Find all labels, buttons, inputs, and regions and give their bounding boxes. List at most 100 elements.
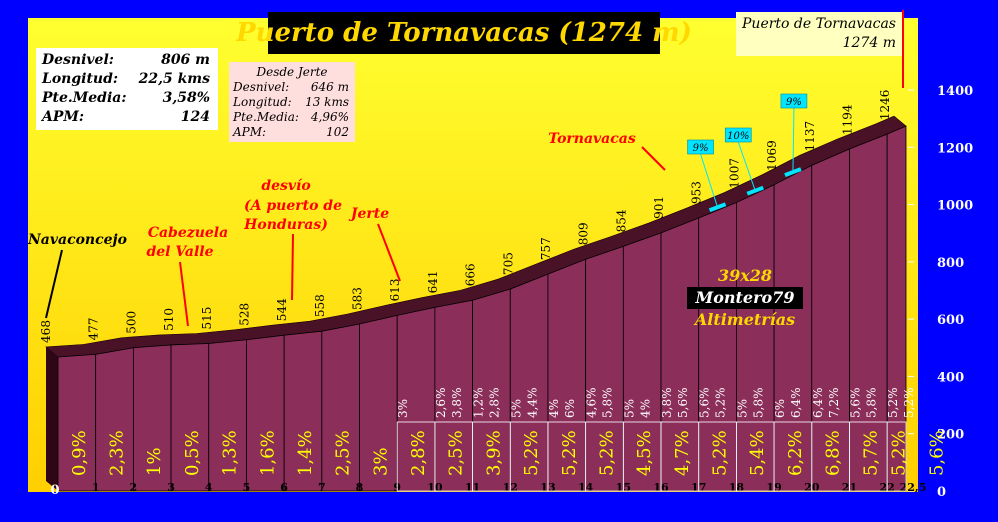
- sub-gradient-label: 2,6%: [434, 388, 448, 419]
- annotation-label: Navaconcejo: [27, 232, 127, 248]
- annotation-label: Jerte: [348, 206, 389, 222]
- elevation-label: 515: [200, 307, 214, 330]
- profile-area: [45, 115, 907, 492]
- km-gradient-label: 5,2%: [596, 430, 617, 476]
- km-gradient-label: 3%: [370, 447, 391, 476]
- stat-value: 22,5 kms: [138, 71, 210, 87]
- stat-label: Desnivel:: [42, 52, 114, 68]
- sub-gradient-label: 5%: [509, 399, 523, 418]
- y-tick-label: 1200: [937, 141, 973, 156]
- stat-label: Pte.Media:: [233, 110, 299, 124]
- jerte-stats-box: Desde Jerte Desnivel: 646 m Longitud: 13 k…: [229, 62, 355, 142]
- km-gradient-label: 1,4%: [295, 430, 316, 476]
- x-tick-label: 7: [318, 481, 326, 494]
- stat-value: 124: [180, 109, 210, 125]
- peak-altitude: 1274 m: [842, 35, 896, 51]
- stat-value: 102: [326, 125, 349, 139]
- km-gradient-label: 2,3%: [107, 430, 128, 476]
- elevation-label: 558: [313, 294, 327, 317]
- stat-value: 13 kms: [305, 95, 349, 109]
- y-tick-label: 1000: [937, 199, 973, 214]
- elevation-label: 1194: [840, 104, 854, 135]
- sub-gradient-label: 1,2%: [472, 388, 486, 418]
- chart-title: Puerto de Tornavacas (1274 m): [236, 12, 692, 54]
- elevation-label: 528: [237, 303, 251, 326]
- sub-gradient-label: 6%: [563, 399, 577, 418]
- sub-gradient-label: 4%: [638, 399, 652, 418]
- sub-gradient-label: 5,2%: [886, 388, 900, 419]
- elevation-label: 809: [577, 222, 591, 245]
- km-gradient-label: 4,5%: [634, 430, 655, 476]
- x-tick-label: 22,5: [900, 481, 927, 494]
- annotation-leader: [291, 233, 294, 301]
- km-gradient-label: 2,8%: [408, 430, 429, 476]
- annotation-label: Honduras): [243, 217, 328, 233]
- elevation-label: 1137: [803, 121, 817, 152]
- peak-gradient-label: 10%: [727, 131, 749, 142]
- peak-gradient-label: 9%: [693, 143, 709, 154]
- sub-gradient-label: 2,8%: [488, 388, 502, 418]
- x-tick-label: 6: [280, 481, 288, 494]
- elevation-label: 1007: [727, 158, 741, 189]
- km-gradient-label: 5,2%: [710, 430, 731, 476]
- peak-gradient-box: [724, 127, 752, 143]
- peak-gradient-box: [687, 139, 714, 155]
- peak-name: Puerto de Tornavacas: [742, 16, 896, 32]
- y-tick-label: 200: [937, 428, 964, 443]
- elevation-label: 500: [124, 311, 138, 334]
- sub-gradient-label: 3%: [396, 399, 410, 418]
- peak-gradient-leader: [737, 141, 756, 191]
- stat-label: Pte.Media:: [42, 90, 127, 106]
- x-tick-label: 2: [130, 481, 138, 494]
- sub-gradient-label: 5,6%: [698, 388, 712, 419]
- peak-gradient-label: 9%: [786, 97, 802, 108]
- credit-block: 39x28 Montero79 Altimetrías: [665, 266, 825, 329]
- elevation-label: 544: [275, 298, 289, 321]
- elevation-label: 901: [652, 196, 666, 219]
- elevation-label: 757: [539, 237, 553, 260]
- km-gradient-label: 5,2%: [521, 430, 542, 476]
- elevation-label: 1246: [878, 90, 892, 121]
- annotation-leader: [179, 261, 189, 327]
- elevation-label: 666: [464, 263, 478, 286]
- annotation-label: desvío: [261, 178, 310, 194]
- annotation-label: (A puerto de: [244, 198, 342, 214]
- stat-label: APM:: [42, 109, 85, 125]
- annotation-leader: [377, 223, 401, 282]
- km-gradient-label: 4,7%: [672, 430, 693, 476]
- profile-left-face: [46, 346, 58, 491]
- peak-info-box: Puerto de Tornavacas 1274 m: [736, 12, 902, 56]
- annotation-leader: [45, 249, 63, 319]
- km-gradient-label: 5,6%: [926, 430, 947, 476]
- peak-gradient-box: [780, 93, 808, 109]
- sub-gradient-label: 4,6%: [585, 388, 599, 419]
- sub-gradient-label: 5,2%: [714, 388, 728, 419]
- sub-gradient-label: 3,8%: [660, 388, 674, 419]
- sub-gradient-label: 5%: [735, 399, 749, 418]
- stat-value: 646 m: [310, 80, 349, 94]
- sub-gradient-label: 4%: [547, 399, 561, 418]
- elevation-label: 705: [501, 252, 515, 275]
- stat-label: Desnivel:: [233, 80, 290, 94]
- stat-label: Longitud:: [42, 71, 119, 87]
- km-gradient-label: 2,5%: [333, 430, 354, 476]
- sub-gradient-label: 5%: [622, 399, 636, 418]
- credit-site: Altimetrías: [694, 310, 796, 329]
- sub-gradient-label: 6,4%: [811, 388, 825, 419]
- annotation-leader: [641, 146, 666, 171]
- y-tick-label: 0: [937, 485, 946, 500]
- sub-gradient-label: 6,4%: [789, 388, 803, 419]
- elevation-label: 468: [39, 320, 53, 343]
- elevation-label: 583: [351, 287, 365, 310]
- peak-gradient-leader: [700, 153, 719, 208]
- km-gradient-label: 1,6%: [257, 430, 278, 476]
- x-tick-label: 1: [92, 481, 100, 494]
- km-gradient-label: 6,8%: [823, 430, 844, 476]
- elevation-label: 953: [690, 181, 704, 204]
- km-gradient-label: 0,5%: [182, 430, 203, 476]
- x-tick-label: 8: [356, 481, 364, 494]
- credit-scale: 39x28: [717, 266, 773, 285]
- annotation-label: Tornavacas: [548, 131, 636, 147]
